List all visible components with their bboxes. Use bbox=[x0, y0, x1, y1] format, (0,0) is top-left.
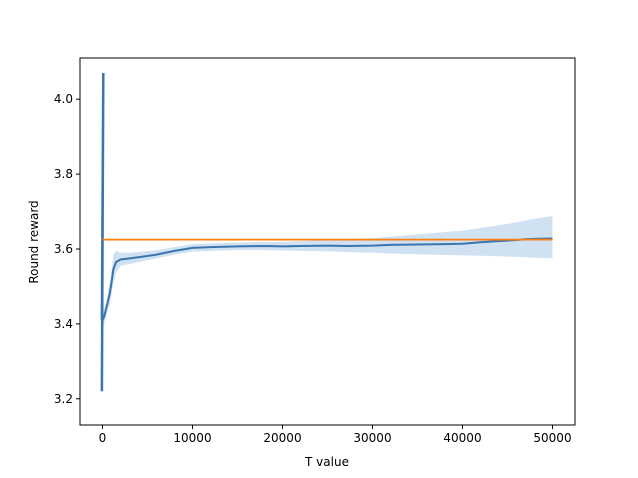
x-axis-label: T value bbox=[304, 455, 349, 469]
axes-frame bbox=[79, 57, 576, 426]
x-tick-label: 50000 bbox=[533, 431, 571, 445]
y-tick-label: 3.8 bbox=[54, 167, 73, 181]
series-initial-spike bbox=[100, 72, 105, 392]
plot-area bbox=[100, 72, 553, 392]
series-mean-line bbox=[101, 237, 553, 321]
y-tick-label: 3.4 bbox=[54, 317, 73, 331]
y-tick-label: 3.2 bbox=[54, 392, 73, 406]
y-tick-label: 4.0 bbox=[54, 92, 73, 106]
x-tick-label: 40000 bbox=[443, 431, 481, 445]
y-tick-label: 3.6 bbox=[54, 242, 73, 256]
axes: 0 10000 20000 30000 40000 50000 3.2 3.4 3.6 3.8 4.… bbox=[54, 57, 576, 445]
confidence-band bbox=[102, 216, 553, 328]
x-tick-label: 20000 bbox=[263, 431, 301, 445]
y-axis-label: Round reward bbox=[27, 200, 41, 283]
x-tick-label: 10000 bbox=[173, 431, 211, 445]
x-tick-label: 30000 bbox=[353, 431, 391, 445]
x-tick-label: 0 bbox=[99, 431, 107, 445]
